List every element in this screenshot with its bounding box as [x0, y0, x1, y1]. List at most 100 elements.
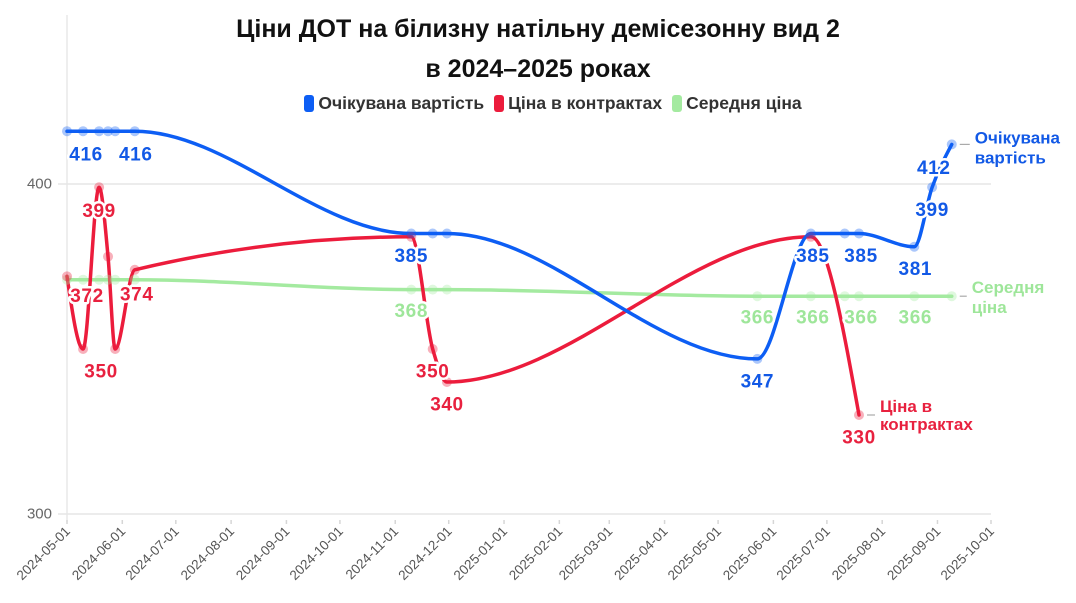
data-label-contract-price: 350 [416, 362, 450, 383]
data-point-contract-price[interactable] [103, 251, 114, 262]
data-label-contract-price: 340 [430, 395, 464, 416]
end-label-line: ціна [972, 298, 1007, 317]
data-label-expected-cost: 347 [741, 371, 775, 392]
data-label-average-price: 368 [395, 301, 429, 322]
data-label-contract-price: 374 [120, 284, 154, 305]
data-point-expected-cost[interactable] [103, 126, 114, 137]
data-point-average-price[interactable] [406, 284, 417, 295]
data-labels: 368 366 366 366 366 Середня ціна 372 350 399 374 35… [67, 126, 1063, 451]
data-label-contract-price: 372 [70, 286, 104, 307]
data-point-average-price[interactable] [909, 291, 920, 302]
data-point-expected-cost[interactable] [129, 126, 140, 137]
x-tick-label: 2025-09-01 [884, 524, 943, 583]
data-point-expected-cost[interactable] [94, 126, 105, 137]
data-point-average-price[interactable] [839, 291, 850, 302]
data-label-expected-cost: 385 [796, 246, 830, 267]
data-label-average-price: 366 [899, 308, 933, 329]
legend-label: Ціна в контрактах [508, 93, 663, 113]
data-point-contract-price[interactable] [854, 410, 864, 420]
x-tick-label: 2024-06-01 [69, 524, 128, 583]
data-point-average-price[interactable] [752, 291, 763, 302]
legend-swatch-blue [304, 94, 315, 112]
data-point-contract-price[interactable] [129, 264, 140, 275]
legend-swatch-green [672, 94, 683, 112]
data-point-expected-cost[interactable] [805, 228, 816, 239]
data-point-expected-cost[interactable] [78, 126, 89, 137]
end-label-expected-cost: Очікувана вартість [975, 128, 1061, 167]
data-point-average-price[interactable] [427, 284, 438, 295]
x-tick-label: 2025-08-01 [829, 524, 888, 583]
data-point-expected-cost[interactable] [406, 228, 417, 239]
data-label-average-price: 366 [741, 308, 775, 329]
data-label-expected-cost: 416 [69, 145, 103, 166]
data-point-contract-price[interactable] [78, 344, 89, 354]
legend-item-expected-cost[interactable]: Очікувана вартість [304, 91, 484, 115]
data-point-average-price[interactable] [129, 274, 140, 285]
x-tick-label: 2024-09-01 [233, 524, 292, 583]
data-point-average-price[interactable] [62, 274, 72, 285]
line-average-price [65, 277, 954, 298]
legend-label: Очікувана вартість [318, 93, 485, 113]
x-tick-label: 2024-12-01 [395, 524, 454, 583]
data-point-expected-cost[interactable] [62, 126, 72, 137]
data-label-contract-price: 330 [842, 428, 876, 449]
chart-title-line-1: Ціни ДОТ на білизну натільну демісезонну… [236, 15, 840, 43]
end-label-line: Очікувана [975, 128, 1061, 147]
data-point-average-price[interactable] [110, 274, 121, 285]
legend-swatch-red [494, 94, 505, 112]
legend-item-contract-price[interactable]: Ціна в контрактах [494, 91, 662, 115]
end-label-line: контрактах [880, 415, 973, 434]
x-tick-label: 2025-06-01 [720, 524, 779, 583]
x-tick-label: 2024-08-01 [178, 524, 237, 583]
x-tick-label: 2025-01-01 [451, 524, 510, 583]
data-point-average-price[interactable] [805, 291, 816, 302]
data-point-contract-price[interactable] [94, 182, 105, 193]
line-expected-cost [65, 129, 954, 361]
data-label-expected-cost: 381 [899, 259, 933, 280]
data-point-expected-cost[interactable] [909, 241, 920, 252]
data-point-contract-price[interactable] [427, 344, 438, 354]
data-label-expected-cost: 412 [917, 158, 951, 179]
data-point-expected-cost[interactable] [752, 353, 763, 364]
data-point-expected-cost[interactable] [927, 182, 938, 193]
x-tick-label: 2025-03-01 [556, 524, 615, 583]
x-tick-label: 2025-05-01 [665, 524, 724, 583]
legend-label: Середня ціна [686, 93, 802, 113]
chart-legend: Очікувана вартість Ціна в контрактах Сер… [0, 91, 1076, 115]
end-label-line: Середня [972, 278, 1045, 297]
data-label-average-price: 366 [796, 308, 830, 329]
data-point-average-price[interactable] [94, 274, 105, 285]
data-point-expected-cost[interactable] [441, 228, 452, 239]
legend-item-average-price[interactable]: Середня ціна [672, 91, 802, 115]
data-point-expected-cost[interactable] [839, 228, 850, 239]
end-label-line: вартість [975, 148, 1046, 167]
data-point-contract-price[interactable] [805, 231, 816, 242]
x-tick-label: 2024-07-01 [122, 524, 181, 583]
data-label-average-price: 366 [844, 308, 878, 329]
data-label-contract-price: 399 [82, 201, 116, 222]
data-point-contract-price[interactable] [441, 377, 452, 387]
data-point-average-price[interactable] [103, 274, 114, 285]
x-tick-label: 2025-10-01 [938, 524, 997, 583]
data-point-expected-cost[interactable] [854, 228, 864, 239]
end-label-average-price: Середня ціна [972, 278, 1045, 317]
series-points [62, 126, 957, 420]
data-point-average-price[interactable] [946, 291, 957, 302]
data-point-contract-price[interactable] [406, 231, 417, 242]
data-label-expected-cost: 385 [395, 246, 429, 267]
data-point-contract-price[interactable] [110, 344, 121, 354]
data-label-expected-cost: 416 [119, 145, 153, 166]
y-tick-label: 400 [27, 176, 52, 193]
x-tick-label: 2025-04-01 [611, 524, 670, 583]
data-point-expected-cost[interactable] [946, 139, 957, 150]
data-point-average-price[interactable] [441, 284, 452, 295]
line-contract-price [65, 185, 861, 417]
data-point-average-price[interactable] [854, 291, 864, 302]
data-point-expected-cost[interactable] [110, 126, 121, 137]
data-point-expected-cost[interactable] [427, 228, 438, 239]
data-point-average-price[interactable] [78, 274, 89, 285]
x-tick-label: 2024-05-01 [14, 524, 73, 583]
data-point-contract-price[interactable] [62, 271, 72, 282]
x-tick-label: 2024-10-01 [287, 524, 346, 583]
